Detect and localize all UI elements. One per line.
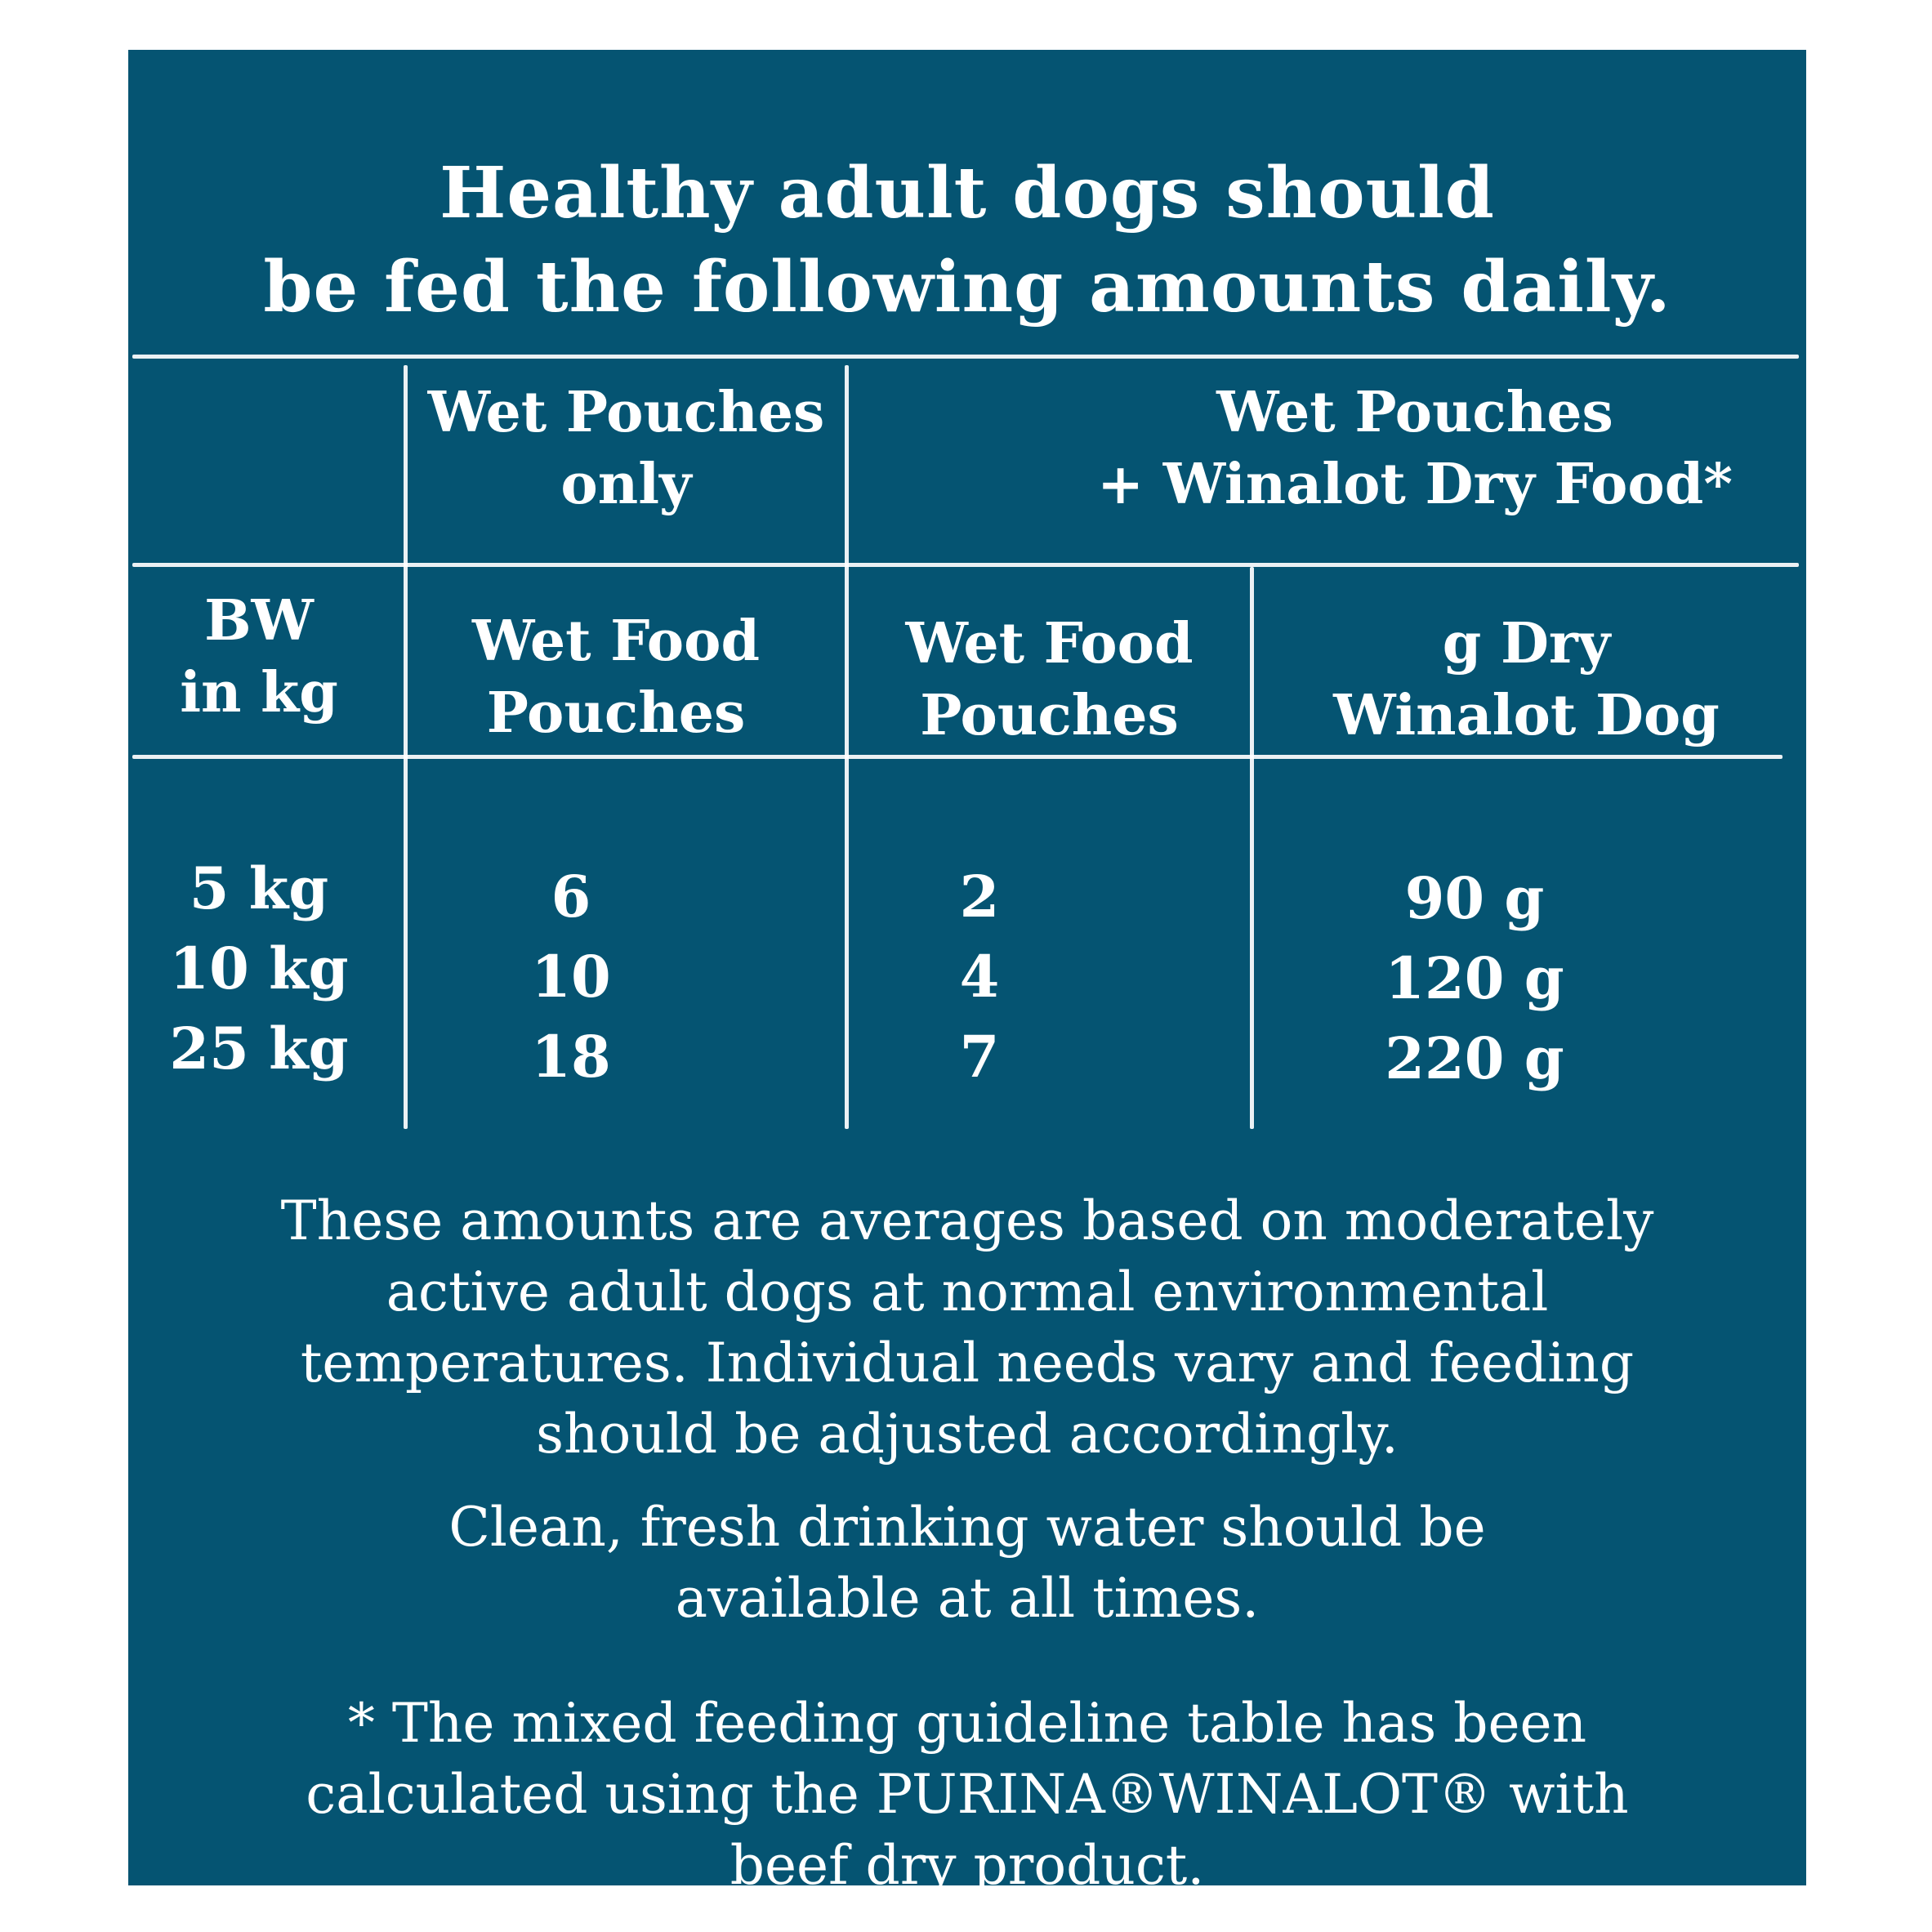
column-mixed-dry-values: 90 g 120 g 220 g bbox=[1254, 859, 1695, 1099]
table-divider-2 bbox=[845, 365, 849, 1129]
title-line-1: Healthy adult dogs should bbox=[439, 152, 1495, 234]
table-row: 7 bbox=[959, 1023, 1000, 1091]
averages-note: These amounts are averages based on mode… bbox=[280, 1189, 1654, 1466]
table-row: 4 bbox=[959, 943, 1000, 1011]
header-wet-pouches-plus-dry: Wet Pouches + Winalot Dry Food* bbox=[1097, 380, 1733, 517]
column-wet-only-values: 6 10 18 bbox=[408, 857, 734, 1097]
feeding-guide-panel: Healthy adult dogs should be fed the fol… bbox=[128, 50, 1806, 1897]
table-row: 90 g bbox=[1404, 864, 1545, 932]
page-title: Healthy adult dogs should be fed the fol… bbox=[128, 146, 1806, 334]
column-bw-values: 5 kg 10 kg 25 kg bbox=[128, 849, 390, 1089]
table-row: 220 g bbox=[1385, 1024, 1564, 1092]
table-row: 120 g bbox=[1385, 944, 1564, 1012]
header-g-dry-winalot-dog: g Dry Winalot Dog bbox=[1333, 611, 1720, 748]
header-wet-pouches-only: Wet Pouches only bbox=[427, 380, 825, 517]
table-row: 10 kg bbox=[169, 935, 349, 1002]
table-rule-header bbox=[132, 755, 1783, 759]
table-row: 18 bbox=[531, 1023, 611, 1091]
table-row: 10 bbox=[531, 943, 611, 1011]
table-divider-3 bbox=[1250, 567, 1254, 1129]
mixed-feeding-footnote: * The mixed feeding guideline table has … bbox=[306, 1692, 1629, 1897]
title-line-2: be fed the following amounts daily. bbox=[263, 246, 1671, 328]
header-bw-in-kg: BW in kg bbox=[180, 588, 338, 725]
column-mixed-pouches-values: 2 4 7 bbox=[849, 857, 1110, 1097]
table-row: 2 bbox=[959, 863, 1000, 930]
table-divider-1 bbox=[404, 365, 408, 1129]
table-rule-top bbox=[132, 355, 1799, 359]
header-wet-food-pouches-only: Wet Food Pouches bbox=[472, 609, 760, 746]
table-row: 25 kg bbox=[169, 1015, 349, 1082]
table-rule-group bbox=[132, 563, 1799, 567]
header-wet-food-pouches-mixed: Wet Food Pouches bbox=[905, 611, 1194, 748]
table-row: 5 kg bbox=[189, 854, 329, 922]
table-row: 6 bbox=[551, 863, 591, 930]
water-note: Clean, fresh drinking water should be av… bbox=[448, 1496, 1486, 1630]
